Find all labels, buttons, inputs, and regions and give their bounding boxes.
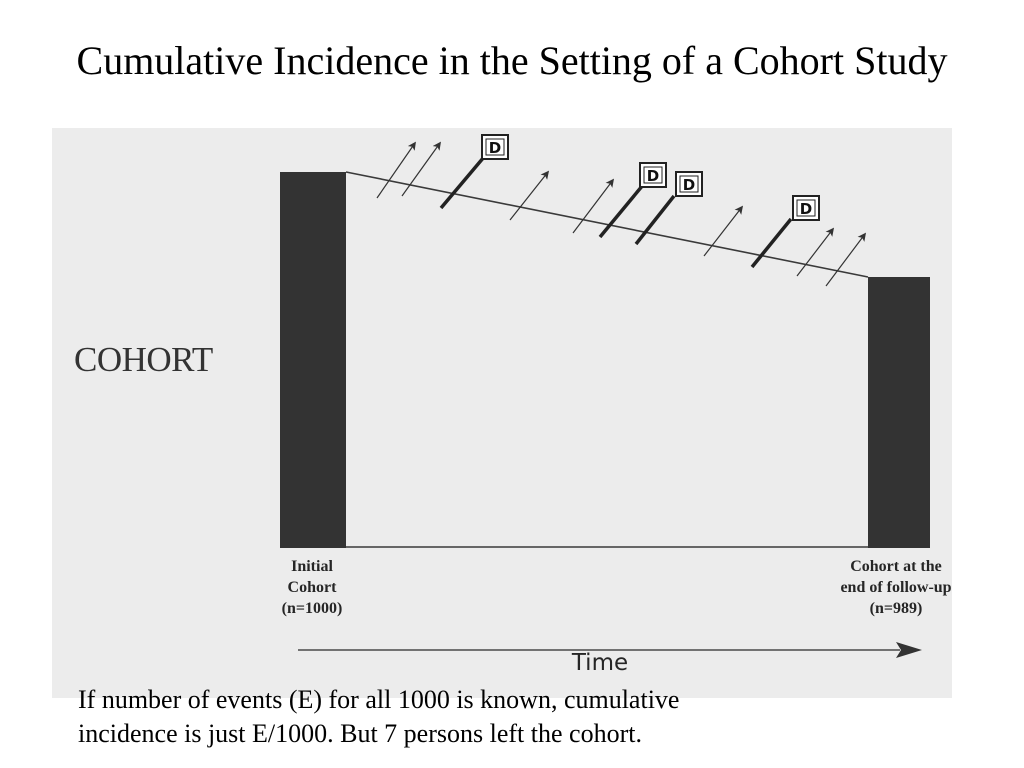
death-event-markers: D D D D: [439, 134, 820, 269]
slide-title: Cumulative Incidence in the Setting of a…: [76, 38, 948, 83]
cohort-label: COHORT: [74, 340, 213, 379]
initial-cohort-bar: [280, 172, 346, 548]
figure-background: [52, 128, 952, 698]
death-flag-1: D: [481, 134, 509, 160]
end-cohort-count: (n=989): [869, 600, 923, 617]
end-cohort-label-line: end of follow-up: [840, 579, 952, 596]
death-line-4: [750, 217, 793, 269]
death-flag-4: D: [792, 195, 820, 221]
initial-cohort-count: (n=1000): [281, 600, 343, 617]
loss-arrow-5: [703, 205, 744, 257]
caption-line-2: incidence is just E/1000. But 7 persons …: [78, 719, 642, 748]
caption-line-1: If number of events (E) for all 1000 is …: [78, 685, 680, 714]
loss-arrow-2: [401, 141, 441, 197]
time-axis-arrowhead: [896, 642, 922, 658]
initial-cohort-label-line: Cohort: [287, 579, 337, 596]
death-line-2: [598, 183, 645, 239]
loss-arrow-1: [376, 141, 416, 199]
initial-cohort-label: Initial Cohort (n=1000): [262, 556, 362, 619]
death-flag-2: D: [639, 162, 667, 188]
cohort-decline-line: [345, 171, 869, 278]
death-flag-3: D: [675, 171, 703, 197]
death-line-3: [634, 194, 676, 246]
time-axis-label: Time: [571, 650, 629, 676]
initial-cohort-label-line: Initial: [291, 558, 333, 575]
end-cohort-label-line: Cohort at the: [850, 558, 942, 575]
end-cohort-bar: [868, 277, 930, 548]
loss-arrow-7: [825, 232, 867, 287]
caption: If number of events (E) for all 1000 is …: [78, 683, 978, 751]
death-flag-label: D: [800, 200, 812, 218]
loss-to-follow-up-arrows: [376, 141, 867, 287]
death-flag-label: D: [647, 167, 659, 185]
death-flag-label: D: [683, 176, 695, 194]
loss-arrow-6: [796, 227, 835, 277]
loss-arrow-4: [572, 178, 615, 234]
end-cohort-label: Cohort at the end of follow-up (n=989): [808, 556, 984, 619]
death-line-1: [439, 155, 486, 210]
death-flag-label: D: [489, 139, 501, 157]
loss-arrow-3: [509, 170, 550, 221]
